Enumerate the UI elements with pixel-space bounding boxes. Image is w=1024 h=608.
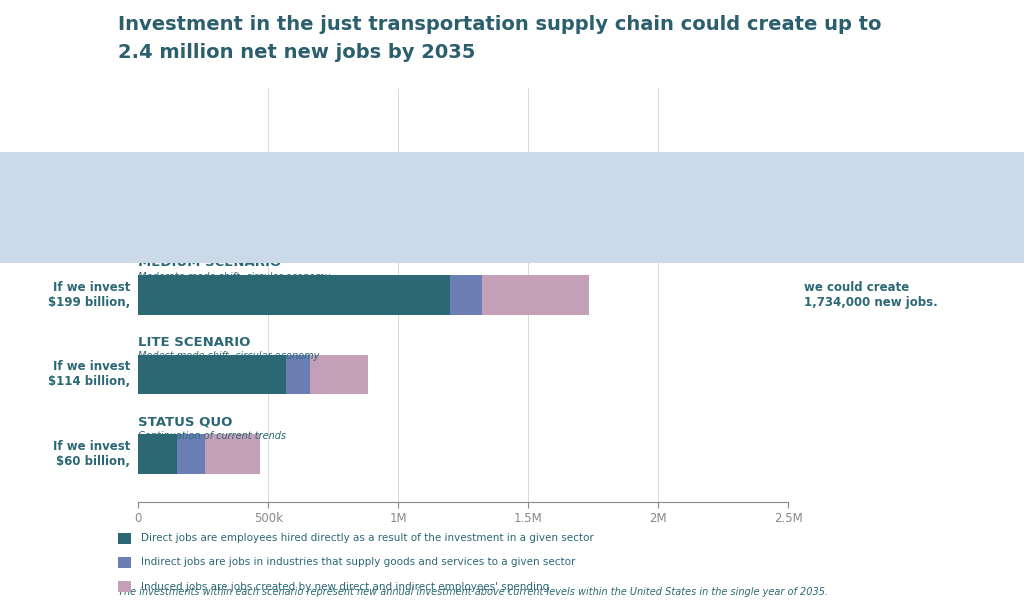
- Bar: [206, 434, 260, 474]
- Text: Induced jobs are jobs created by new direct and indirect employees' spending: Induced jobs are jobs created by new dir…: [141, 582, 550, 592]
- Bar: [138, 196, 616, 235]
- Text: Continuation of current trends: Continuation of current trends: [138, 431, 287, 441]
- Text: The investments within each scenario represent new annual investment above curre: The investments within each scenario rep…: [118, 587, 827, 597]
- Text: MEDIUM SCENARIO: MEDIUM SCENARIO: [138, 257, 282, 269]
- Text: Investment in the just transportation supply chain could create up to: Investment in the just transportation su…: [118, 15, 882, 34]
- Text: we could create
2,439,000 new jobs.: we could create 2,439,000 new jobs.: [804, 201, 938, 229]
- Text: Moderate mode shift, circular economy: Moderate mode shift, circular economy: [138, 272, 331, 282]
- Text: 2.4 million net new jobs by 2035: 2.4 million net new jobs by 2035: [118, 43, 475, 61]
- Bar: [481, 275, 589, 315]
- Text: STATUS QUO: STATUS QUO: [138, 415, 232, 429]
- Bar: [138, 275, 451, 315]
- Text: Direct jobs are employees hired directly as a result of the investment in a give: Direct jobs are employees hired directly…: [141, 533, 594, 543]
- Text: we could only create
469,000 new jobs.: we could only create 469,000 new jobs.: [270, 440, 408, 468]
- Text: LITE SCENARIO: LITE SCENARIO: [138, 336, 251, 349]
- Text: If we invest
$280 billion,: If we invest $280 billion,: [48, 201, 130, 229]
- Bar: [287, 354, 310, 394]
- Text: If we invest
$60 billion,: If we invest $60 billion,: [52, 440, 130, 468]
- Text: Indirect jobs are jobs in industries that supply goods and services to a given s: Indirect jobs are jobs in industries tha…: [141, 558, 575, 567]
- Bar: [177, 434, 206, 474]
- Text: we could create
1,734,000 new jobs.: we could create 1,734,000 new jobs.: [804, 281, 938, 309]
- Text: If we invest
$114 billion,: If we invest $114 billion,: [48, 361, 130, 389]
- Text: Modest mode shift, circular economy: Modest mode shift, circular economy: [138, 351, 319, 361]
- Bar: [451, 275, 481, 315]
- Bar: [138, 434, 177, 474]
- Text: ADVANCED SCENARIO: ADVANCED SCENARIO: [138, 177, 301, 190]
- Bar: [616, 196, 655, 235]
- Text: we could create
883,000 new jobs.: we could create 883,000 new jobs.: [378, 361, 500, 389]
- Bar: [310, 354, 368, 394]
- Bar: [138, 354, 287, 394]
- Bar: [655, 196, 773, 235]
- Text: If we invest
$199 billion,: If we invest $199 billion,: [48, 281, 130, 309]
- Text: Most ambitious mode shift, circular economy: Most ambitious mode shift, circular econ…: [138, 192, 358, 202]
